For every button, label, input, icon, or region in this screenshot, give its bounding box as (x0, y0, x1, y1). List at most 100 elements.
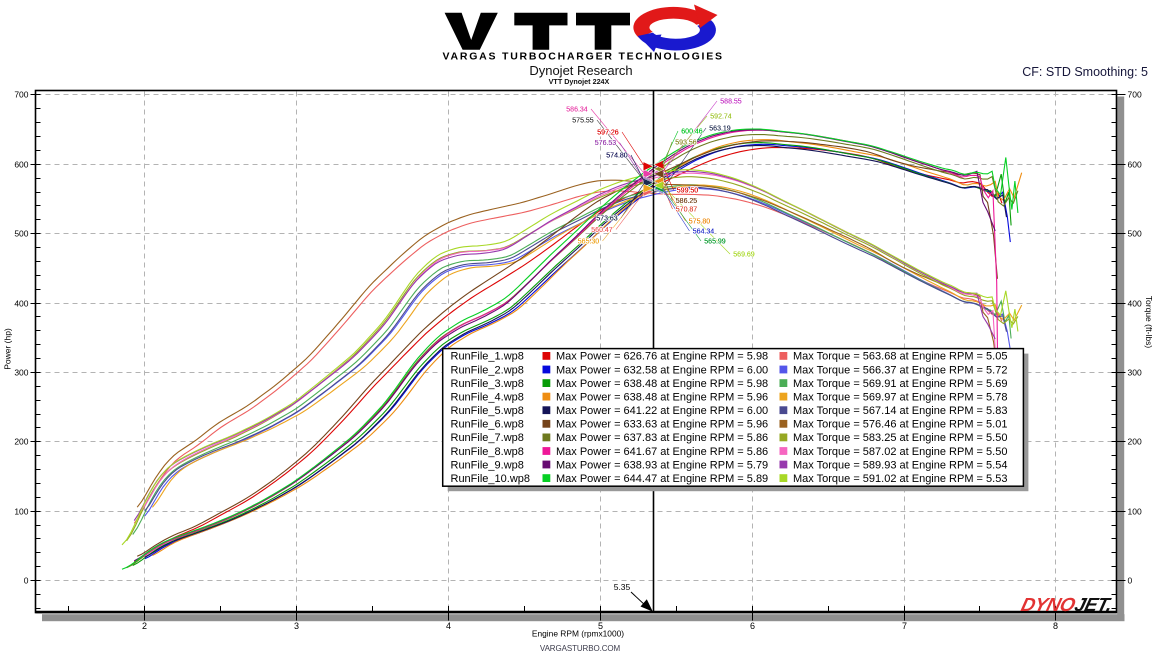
svg-text:563.19: 563.19 (709, 126, 731, 133)
svg-text:Engine RPM (rpmx1000): Engine RPM (rpmx1000) (532, 629, 624, 639)
svg-text:574.80: 574.80 (606, 153, 628, 160)
svg-text:700: 700 (14, 90, 28, 100)
svg-text:Max Power = 637.83 at Engine R: Max Power = 637.83 at Engine RPM = 5.86 (556, 432, 768, 444)
svg-text:575.55: 575.55 (572, 118, 594, 125)
svg-text:600.46: 600.46 (681, 129, 703, 136)
svg-text:Max Power = 626.76 at Engine R: Max Power = 626.76 at Engine RPM = 5.98 (556, 351, 768, 363)
svg-text:564.34: 564.34 (693, 229, 715, 236)
svg-text:200: 200 (1128, 437, 1142, 447)
svg-text:3: 3 (294, 621, 299, 631)
svg-text:576.53: 576.53 (595, 140, 617, 147)
svg-text:588.55: 588.55 (720, 99, 742, 106)
svg-text:575.80: 575.80 (689, 219, 711, 226)
svg-text:593.56: 593.56 (675, 140, 697, 147)
svg-text:Max Power = 641.22 at Engine R: Max Power = 641.22 at Engine RPM = 6.00 (556, 405, 768, 417)
svg-text:100: 100 (1128, 507, 1142, 517)
svg-text:565.30: 565.30 (578, 239, 600, 246)
svg-text:Max Torque = 576.46 at Engine: Max Torque = 576.46 at Engine RPM = 5.01 (793, 419, 1007, 431)
svg-text:0: 0 (24, 576, 29, 586)
svg-text:5.35: 5.35 (614, 582, 631, 592)
svg-text:597.26: 597.26 (597, 130, 619, 137)
svg-text:Max Power = 641.67 at Engine R: Max Power = 641.67 at Engine RPM = 5.86 (556, 446, 768, 458)
svg-text:586.25: 586.25 (676, 198, 698, 205)
svg-text:Max Torque = 567.14 at Engine: Max Torque = 567.14 at Engine RPM = 5.83 (793, 405, 1007, 417)
svg-text:Max Power = 638.48 at Engine R: Max Power = 638.48 at Engine RPM = 5.98 (556, 378, 768, 390)
svg-text:565.30: 565.30 (578, 239, 600, 246)
svg-text:563.19: 563.19 (709, 126, 731, 133)
svg-text:Torque (ft-lbs): Torque (ft-lbs) (1144, 296, 1154, 349)
svg-text:Max Power = 638.48 at Engine R: Max Power = 638.48 at Engine RPM = 5.96 (556, 391, 768, 403)
svg-text:600: 600 (14, 160, 28, 170)
svg-text:RunFile_10.wp8: RunFile_10.wp8 (451, 473, 531, 485)
svg-text:300: 300 (14, 368, 28, 378)
svg-text:569.69: 569.69 (733, 252, 755, 259)
svg-text:100: 100 (14, 507, 28, 517)
svg-text:Max Torque = 563.68 at Engine: Max Torque = 563.68 at Engine RPM = 5.05 (793, 351, 1007, 363)
svg-text:400: 400 (14, 299, 28, 309)
svg-text:8: 8 (1053, 621, 1058, 631)
svg-text:6: 6 (750, 621, 755, 631)
svg-text:588.55: 588.55 (720, 99, 742, 106)
svg-text:400: 400 (1128, 299, 1142, 309)
svg-text:569.69: 569.69 (733, 252, 755, 259)
svg-text:Max Torque = 569.97 at Engine: Max Torque = 569.97 at Engine RPM = 5.78 (793, 391, 1007, 403)
svg-text:600.46: 600.46 (681, 129, 703, 136)
svg-text:573.63: 573.63 (596, 216, 618, 223)
svg-text:Max Power = 633.63 at Engine R: Max Power = 633.63 at Engine RPM = 5.96 (556, 419, 768, 431)
svg-text:565.99: 565.99 (704, 239, 726, 246)
svg-text:RunFile_4.wp8: RunFile_4.wp8 (451, 391, 524, 403)
svg-text:564.34: 564.34 (693, 229, 715, 236)
svg-text:600: 600 (1128, 160, 1142, 170)
svg-text:RunFile_6.wp8: RunFile_6.wp8 (451, 419, 524, 431)
svg-text:599.50: 599.50 (677, 188, 699, 195)
svg-text:Max Torque = 569.91 at Engine: Max Torque = 569.91 at Engine RPM = 5.69 (793, 378, 1007, 390)
svg-text:RunFile_3.wp8: RunFile_3.wp8 (451, 378, 524, 390)
svg-text:CF: STD Smoothing: 5: CF: STD Smoothing: 5 (1022, 65, 1148, 79)
svg-text:Max Torque = 591.02 at Engine: Max Torque = 591.02 at Engine RPM = 5.53 (793, 473, 1007, 485)
svg-text:573.63: 573.63 (596, 216, 618, 223)
svg-text:VARGAS TURBOCHARGER TECHNOLOGI: VARGAS TURBOCHARGER TECHNOLOGIES (443, 51, 724, 63)
svg-text:RunFile_9.wp8: RunFile_9.wp8 (451, 459, 524, 471)
svg-text:576.53: 576.53 (595, 140, 617, 147)
svg-text:597.26: 597.26 (597, 130, 619, 137)
svg-text:599.50: 599.50 (677, 188, 699, 195)
svg-text:592.74: 592.74 (710, 114, 732, 121)
svg-text:Max Power = 632.58 at Engine R: Max Power = 632.58 at Engine RPM = 6.00 (556, 364, 768, 376)
svg-text:586.34: 586.34 (566, 107, 588, 114)
svg-text:500: 500 (14, 229, 28, 239)
svg-text:RunFile_7.wp8: RunFile_7.wp8 (451, 432, 524, 444)
svg-text:592.74: 592.74 (710, 114, 732, 121)
svg-text:Max Torque = 583.25 at Engine: Max Torque = 583.25 at Engine RPM = 5.50 (793, 432, 1007, 444)
svg-text:Max Torque = 589.93 at Engine: Max Torque = 589.93 at Engine RPM = 5.54 (793, 459, 1007, 471)
svg-text:RunFile_5.wp8: RunFile_5.wp8 (451, 405, 524, 417)
svg-text:Dynojet Research: Dynojet Research (529, 63, 632, 78)
svg-text:5: 5 (598, 621, 603, 631)
svg-text:575.80: 575.80 (689, 219, 711, 226)
svg-text:RunFile_1.wp8: RunFile_1.wp8 (451, 351, 524, 363)
svg-text:Max Torque = 587.02 at Engine: Max Torque = 587.02 at Engine RPM = 5.50 (793, 446, 1007, 458)
svg-text:565.99: 565.99 (704, 239, 726, 246)
svg-text:RunFile_2.wp8: RunFile_2.wp8 (451, 364, 524, 376)
svg-text:593.56: 593.56 (675, 140, 697, 147)
svg-text:Max Power = 638.93 at Engine R: Max Power = 638.93 at Engine RPM = 5.79 (556, 459, 768, 471)
svg-text:586.34: 586.34 (566, 107, 588, 114)
svg-text:700: 700 (1128, 90, 1142, 100)
svg-text:560.47: 560.47 (591, 227, 613, 234)
svg-text:586.25: 586.25 (676, 198, 698, 205)
svg-text:570.87: 570.87 (676, 207, 698, 214)
svg-text:JET.: JET. (1072, 595, 1114, 616)
svg-text:Max Torque = 566.37 at Engine: Max Torque = 566.37 at Engine RPM = 5.72 (793, 364, 1007, 376)
svg-text:7: 7 (902, 621, 907, 631)
svg-text:4: 4 (446, 621, 451, 631)
svg-text:575.55: 575.55 (572, 118, 594, 125)
svg-text:VARGASTURBO.COM: VARGASTURBO.COM (540, 644, 621, 653)
svg-text:Max Power = 644.47 at Engine R: Max Power = 644.47 at Engine RPM = 5.89 (556, 473, 768, 485)
svg-text:RunFile_8.wp8: RunFile_8.wp8 (451, 446, 524, 458)
svg-text:574.80: 574.80 (606, 153, 628, 160)
svg-text:Power (hp): Power (hp) (3, 328, 13, 370)
svg-text:DYNO: DYNO (1019, 595, 1078, 616)
svg-text:570.87: 570.87 (676, 207, 698, 214)
svg-text:500: 500 (1128, 229, 1142, 239)
svg-text:VTT Dynojet 224X: VTT Dynojet 224X (549, 77, 610, 86)
svg-text:300: 300 (1128, 368, 1142, 378)
